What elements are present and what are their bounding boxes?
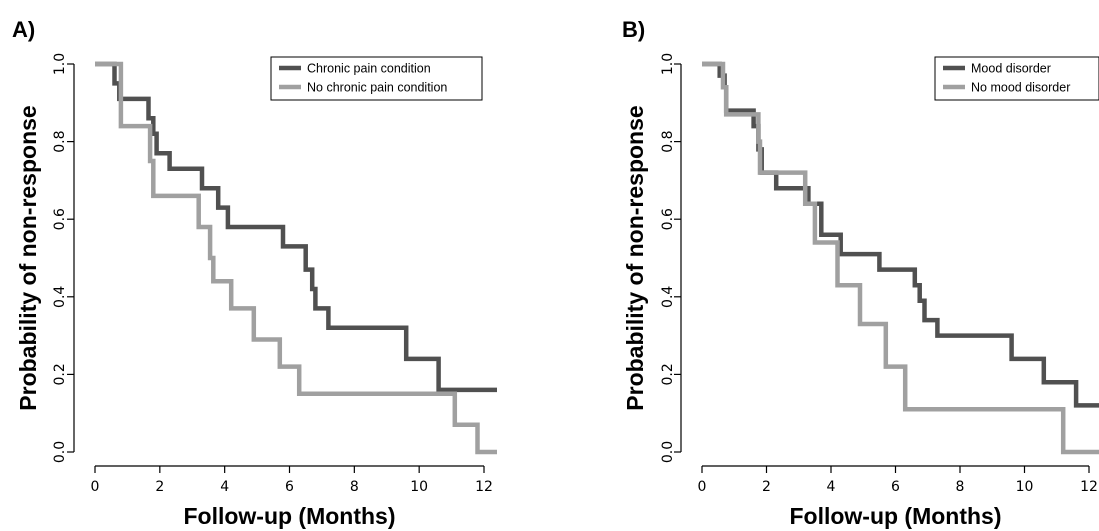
x-tick-label: 2 [762,479,771,495]
y-tick-label: 1.0 [52,53,68,75]
x-tick-label: 10 [410,479,428,495]
legend-label: Chronic pain condition [307,62,431,76]
panel-label: A) [12,17,35,42]
x-tick-label: 2 [155,479,164,495]
y-tick-label: 0.8 [52,130,68,152]
x-tick-label: 4 [827,479,836,495]
y-tick-label: 0.4 [660,286,676,308]
x-tick-label: 0 [91,479,100,495]
series-line-light [95,61,497,455]
y-tick-label: 0.6 [52,208,68,230]
series-line-dark [702,61,1099,408]
panel-b: B) 0.0 0.2 0.4 0.6 0.8 1.0 0 2 4 6 8 10 12 Follow-up (… [622,17,1099,529]
legend-label: No mood disorder [971,81,1070,95]
x-tick-label: 4 [220,479,229,495]
x-tick-label: 12 [475,479,493,495]
x-tick-label: 6 [285,479,294,495]
legend: Chronic pain condition No chronic pain co… [270,56,483,101]
y-axis-title: Probability of non-response [622,105,648,410]
legend-box [270,56,483,101]
legend-box [934,56,1099,101]
y-tick-label: 0.8 [660,130,676,152]
panel-label: B) [622,17,645,42]
series-line-light [702,61,1099,455]
y-tick-label: 0.2 [52,363,68,385]
x-tick-label: 0 [698,479,707,495]
y-axis-title: Probability of non-response [15,105,41,410]
x-tick-label: 10 [1016,479,1034,495]
y-tick-label: 0.2 [660,363,676,385]
y-tick-label: 0.4 [52,286,68,308]
x-tick-label: 6 [891,479,900,495]
legend-label: Mood disorder [971,62,1051,76]
series-line-dark [95,61,497,393]
legend: Mood disorder No mood disorder [934,56,1099,101]
x-axis-title: Follow-up (Months) [789,503,1001,529]
x-tick-label: 12 [1080,479,1098,495]
x-tick-label: 8 [956,479,965,495]
legend-label: No chronic pain condition [307,81,447,95]
x-axis-title: Follow-up (Months) [183,503,395,529]
y-tick-label: 0.0 [52,441,68,463]
y-tick-label: 1.0 [660,53,676,75]
x-tick-label: 8 [350,479,359,495]
y-tick-label: 0.0 [660,441,676,463]
y-tick-label: 0.6 [660,208,676,230]
panel-a: A) 0.0 0.2 0.4 0.6 0.8 1.0 0 2 4 6 8 10 12 Follow-up (… [12,17,497,529]
